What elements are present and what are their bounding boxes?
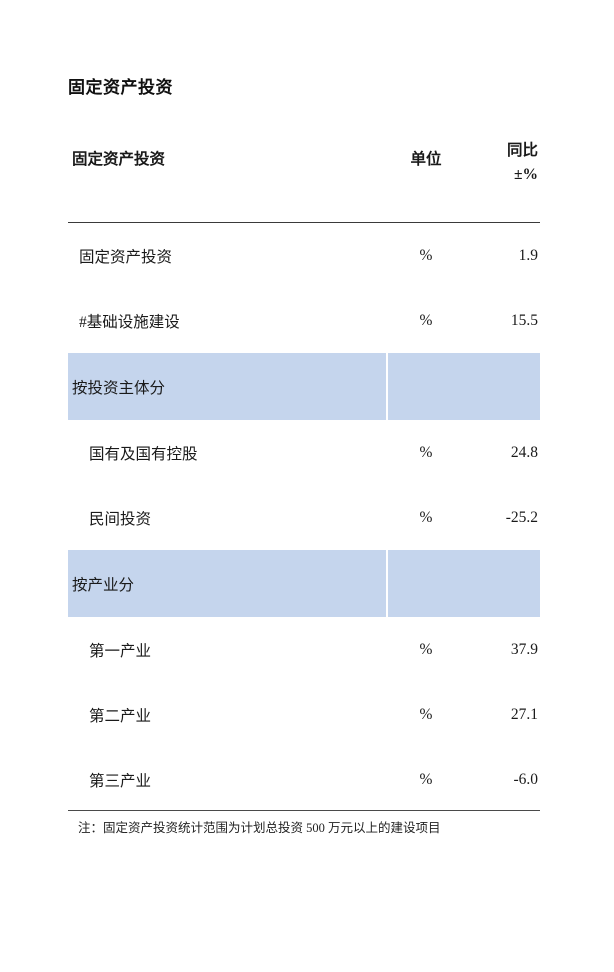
row-label-text: 国有及国有控股 [89, 445, 198, 463]
table-row: 第一产业% 37.9 [68, 617, 540, 682]
table-row: 固定资产投资% 1.9 [68, 222, 540, 288]
row-value: 15.5 [465, 288, 540, 353]
section-header-label: 按投资主体分 [68, 353, 387, 420]
row-label: 第二产业 [68, 682, 387, 747]
row-label-text: 第三产业 [89, 772, 152, 790]
row-label-text: 第二产业 [89, 707, 152, 725]
row-label: 民间投资 [68, 485, 387, 550]
fixed-asset-investment-table-wrapper: 固定资产投资 单位 同比 ±% 固定资产投资% 1.9 #基础设施建设% 15.5 按投… [68, 136, 540, 812]
row-unit: % [387, 222, 465, 288]
column-header-yoy: 同比 ±% [465, 136, 540, 223]
table-row: 民间投资% -25.2 [68, 485, 540, 550]
row-value: 24.8 [465, 420, 540, 485]
section-header-label: 按产业分 [68, 550, 387, 617]
table-row: 第二产业% 27.1 [68, 682, 540, 747]
row-label: 固定资产投资 [68, 222, 387, 288]
row-value: -25.2 [465, 485, 540, 550]
row-unit [386, 353, 465, 420]
table-row: 国有及国有控股% 24.8 [68, 420, 540, 485]
footnote-divider [68, 810, 540, 811]
row-unit: % [387, 747, 465, 812]
row-label: 国有及国有控股 [68, 420, 387, 485]
row-label-text: 民间投资 [89, 510, 152, 528]
table-header-row: 固定资产投资 单位 同比 ±% [68, 136, 540, 223]
table-body: 固定资产投资% 1.9 #基础设施建设% 15.5 按投资主体分 国有及国有控股% 24.8… [68, 222, 540, 812]
row-label-text: 固定资产投资 [79, 248, 173, 266]
column-header-unit: 单位 [387, 136, 465, 223]
column-header-name: 固定资产投资 [68, 136, 387, 223]
row-unit: % [387, 288, 465, 353]
row-value: 27.1 [465, 682, 540, 747]
column-header-yoy-line2: ±% [513, 166, 538, 184]
fixed-asset-investment-table: 固定资产投资 单位 同比 ±% 固定资产投资% 1.9 #基础设施建设% 15.5 按投… [68, 136, 540, 812]
column-header-yoy-line1: 同比 [506, 142, 538, 159]
section-header-row: 按产业分 [68, 550, 540, 617]
footnote-text: 注：固定资产投资统计范围为计划总投资 500 万元以上的建设项目 [78, 821, 441, 835]
section-header-row: 按投资主体分 [68, 353, 540, 420]
row-value: 1.9 [465, 222, 540, 288]
page-title: 固定资产投资 [68, 78, 173, 97]
table-row: #基础设施建设% 15.5 [68, 288, 540, 353]
table-row: 第三产业% -6.0 [68, 747, 540, 812]
row-value [465, 353, 540, 420]
row-label: 第一产业 [68, 617, 387, 682]
row-label: #基础设施建设 [68, 288, 387, 353]
row-unit: % [387, 420, 465, 485]
row-value: 37.9 [465, 617, 540, 682]
row-unit: % [387, 485, 465, 550]
row-value [465, 550, 540, 617]
row-value: -6.0 [465, 747, 540, 812]
row-label: 第三产业 [68, 747, 387, 812]
row-label-text: 第一产业 [89, 642, 152, 660]
row-unit [386, 550, 465, 617]
row-unit: % [387, 682, 465, 747]
row-label-text: #基础设施建设 [79, 313, 180, 331]
row-unit: % [387, 617, 465, 682]
